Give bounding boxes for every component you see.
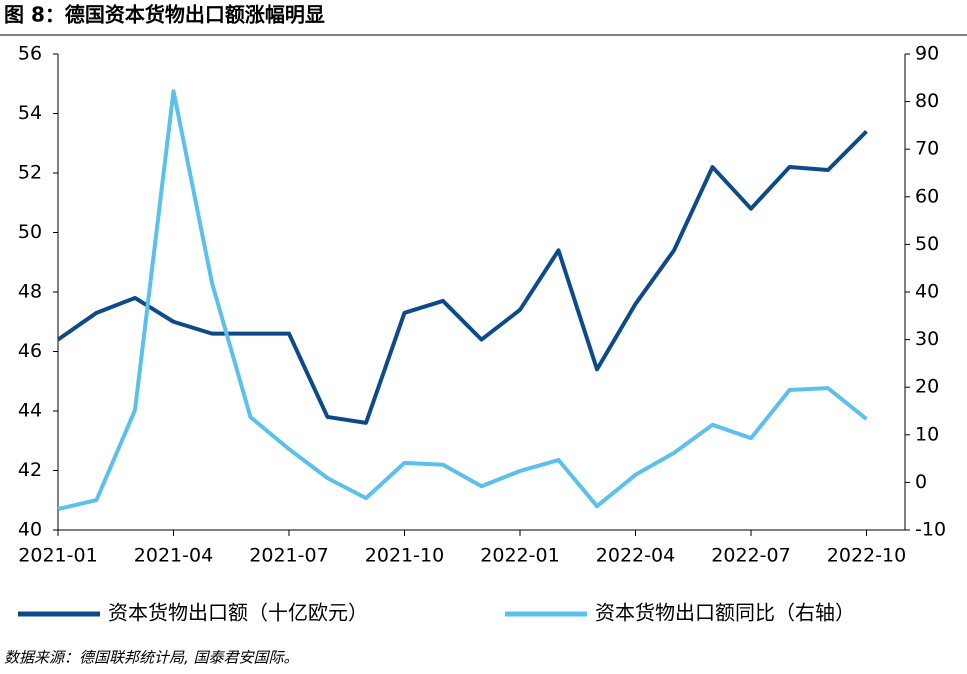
y-tick-label: 54 xyxy=(18,102,42,124)
y2-tick-label: 20 xyxy=(915,376,939,398)
y2-tick-label: 0 xyxy=(915,471,927,493)
y-tick-label: 50 xyxy=(18,221,42,243)
data-line xyxy=(57,89,868,512)
y-tick-label: 44 xyxy=(18,400,42,422)
x-tick-label: 2021-07 xyxy=(249,545,328,567)
y-tick-label: 40 xyxy=(18,519,42,541)
x-tick-label: 2021-10 xyxy=(365,545,444,567)
chart-title: 图 8：德国资本货物出口额涨幅明显 xyxy=(4,3,325,27)
x-tick-label: 2022-10 xyxy=(827,545,906,567)
x-tick-label: 2022-01 xyxy=(480,545,559,567)
y2-tick-label: 80 xyxy=(915,90,939,112)
y2-tick-label: -10 xyxy=(915,519,946,541)
y2-tick-label: 10 xyxy=(915,423,939,445)
y2-tick-label: 90 xyxy=(915,43,939,65)
x-tick-label: 2021-04 xyxy=(134,545,213,567)
y-tick-label: 42 xyxy=(18,459,42,481)
y-tick-label: 52 xyxy=(18,162,42,184)
x-tick-label: 2021-01 xyxy=(18,545,97,567)
x-tick-label: 2022-07 xyxy=(711,545,790,567)
legend-label: 资本货物出口额（十亿欧元） xyxy=(108,601,368,625)
y2-tick-label: 50 xyxy=(915,233,939,255)
y2-tick-label: 60 xyxy=(915,185,939,207)
y-tick-label: 46 xyxy=(18,340,42,362)
source-note: 数据来源：德国联邦统计局, 国泰君安国际。 xyxy=(4,649,299,667)
data-line xyxy=(56,129,868,425)
y2-tick-label: 30 xyxy=(915,328,939,350)
y2-tick-label: 70 xyxy=(915,138,939,160)
legend-label: 资本货物出口额同比（右轴） xyxy=(595,601,855,625)
y-tick-label: 56 xyxy=(18,43,42,65)
y2-tick-label: 40 xyxy=(915,281,939,303)
x-tick-label: 2022-04 xyxy=(596,545,675,567)
y-tick-label: 48 xyxy=(18,281,42,303)
